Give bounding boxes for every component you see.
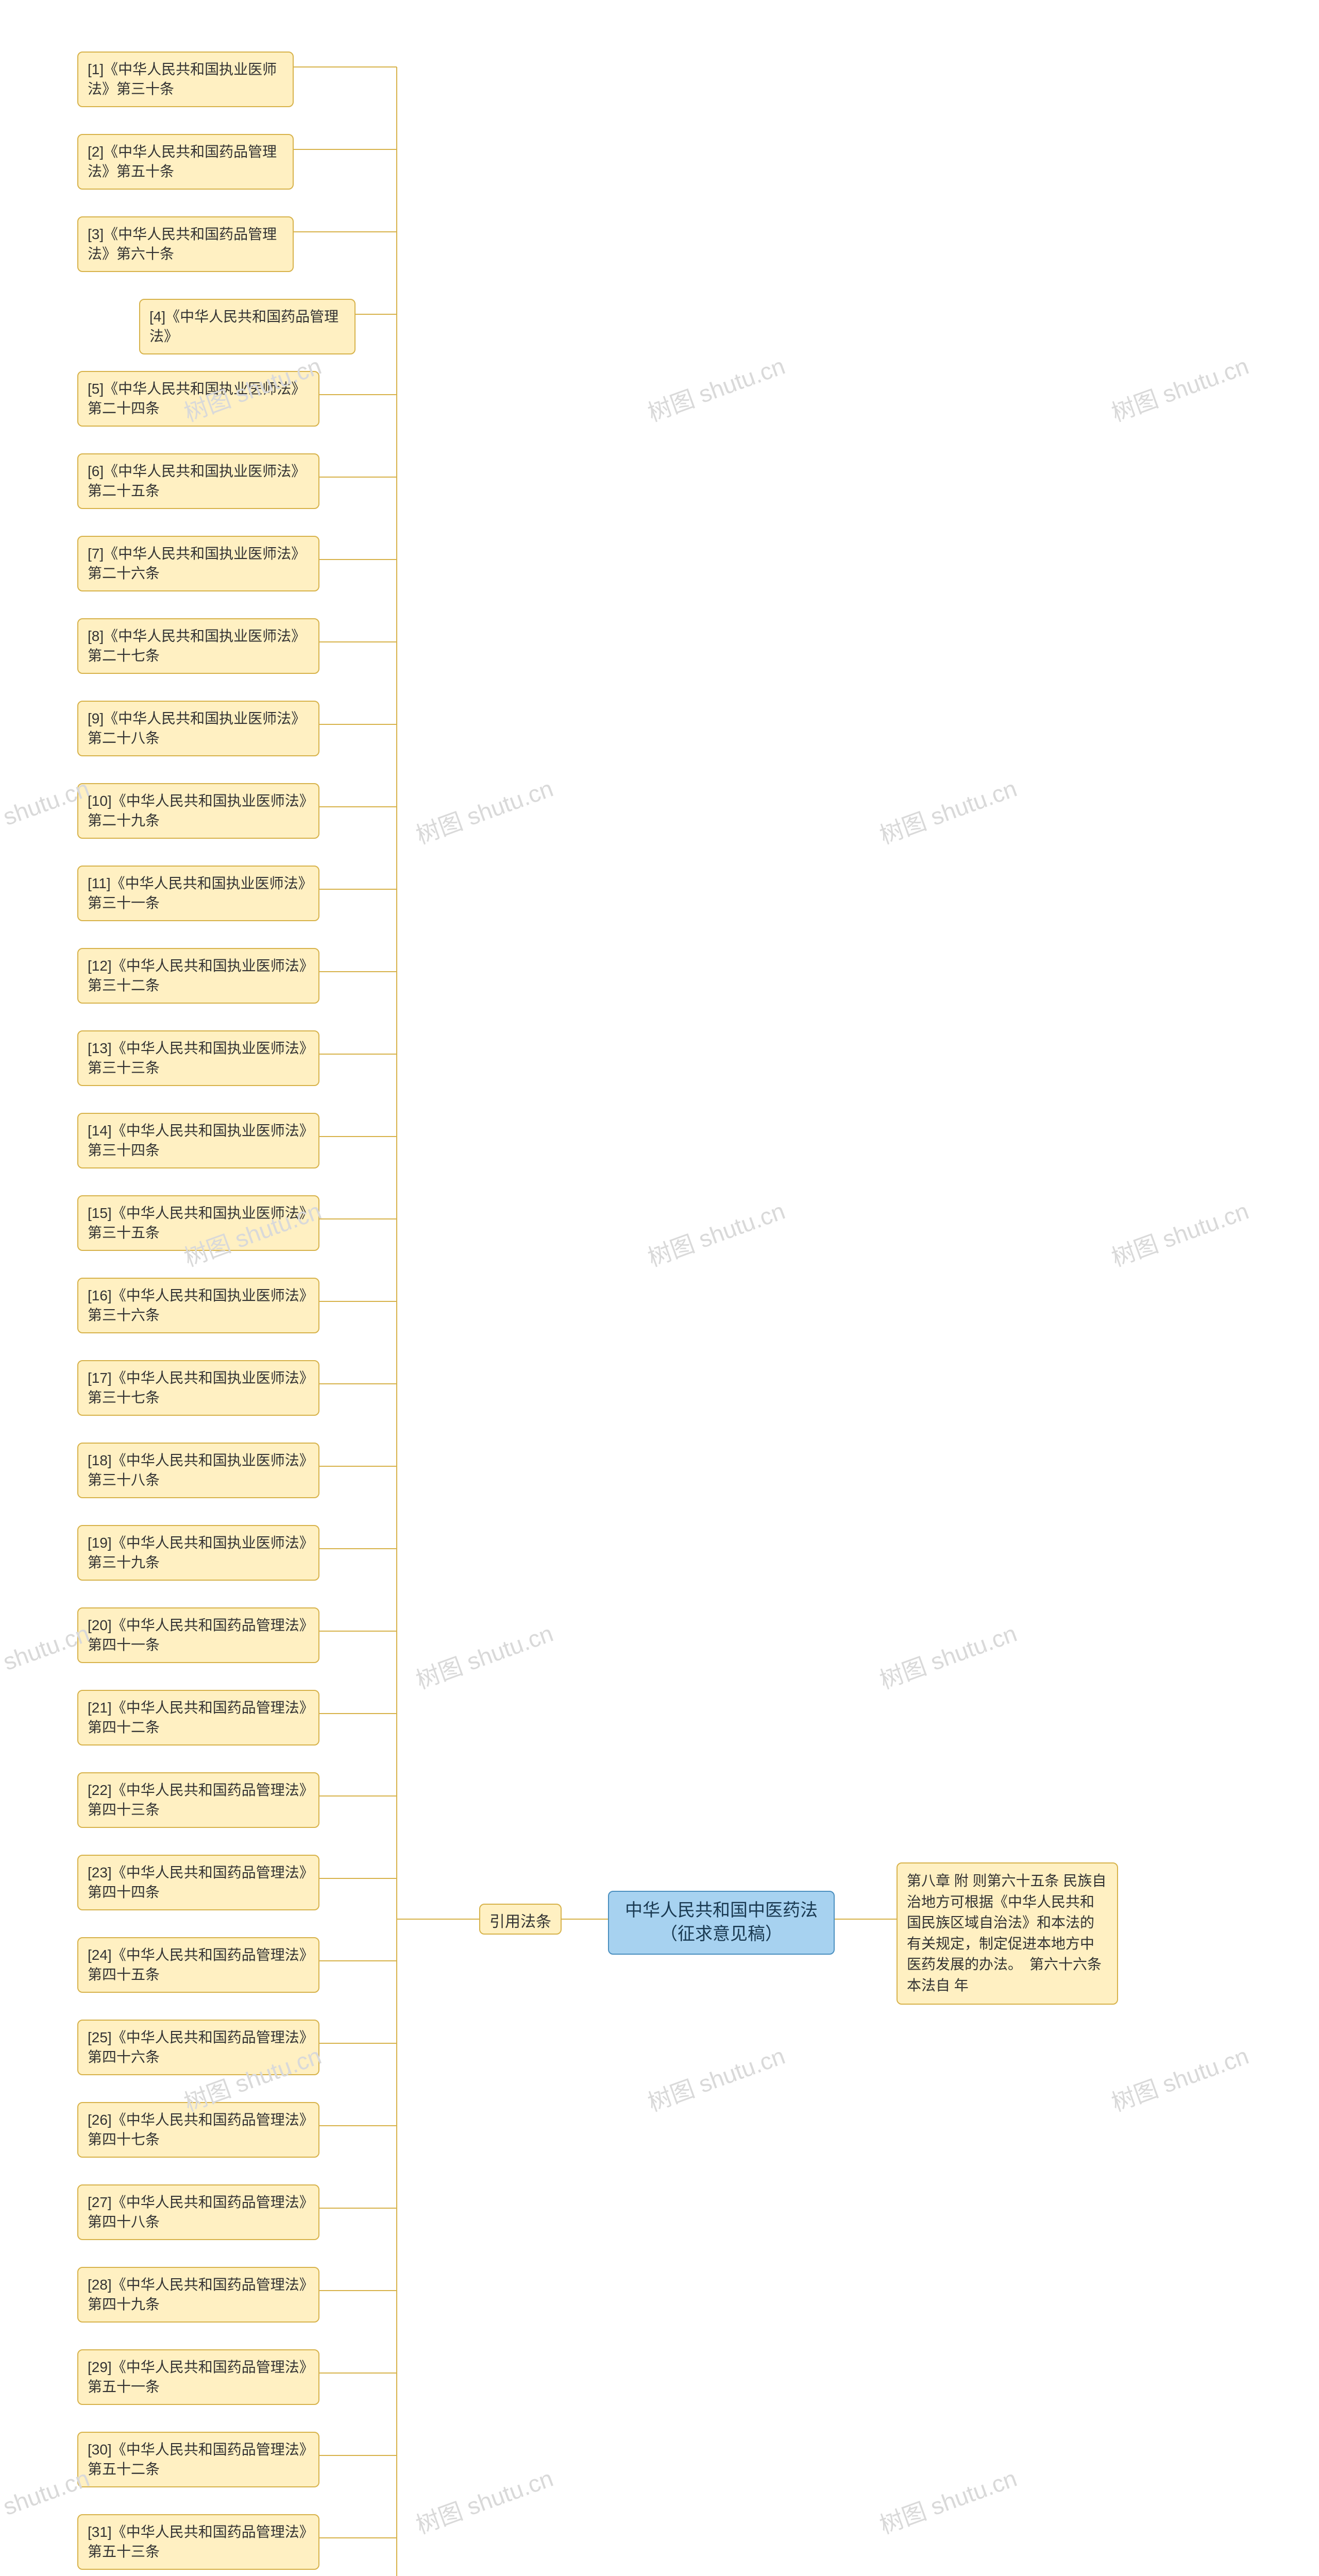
- leaf-label: [6]《中华人民共和国执业医师法》第二十五条: [88, 463, 306, 499]
- leaf-node[interactable]: [26]《中华人民共和国药品管理法》第四十七条: [77, 2102, 319, 2158]
- leaf-node[interactable]: [23]《中华人民共和国药品管理法》第四十四条: [77, 1855, 319, 1910]
- branch-label: 引用法条: [489, 1913, 551, 1930]
- leaf-label: [27]《中华人民共和国药品管理法》第四十八条: [88, 2194, 307, 2230]
- leaf-node[interactable]: [8]《中华人民共和国执业医师法》第二十七条: [77, 618, 319, 674]
- leaf-node[interactable]: [30]《中华人民共和国药品管理法》第五十二条: [77, 2432, 319, 2487]
- leaf-node[interactable]: [9]《中华人民共和国执业医师法》第二十八条: [77, 701, 319, 756]
- leaf-label: [8]《中华人民共和国执业医师法》第二十七条: [88, 628, 306, 664]
- root-right-child-label: 第八章 附 则第六十五条 民族自治地方可根据《中华人民共和国民族区域自治法》和本…: [907, 1873, 1106, 1993]
- root-right-child-node[interactable]: 第八章 附 则第六十五条 民族自治地方可根据《中华人民共和国民族区域自治法》和本…: [897, 1862, 1118, 2005]
- leaf-node[interactable]: [11]《中华人民共和国执业医师法》第三十一条: [77, 866, 319, 921]
- leaf-label: [15]《中华人民共和国执业医师法》第三十五条: [88, 1205, 307, 1241]
- leaf-label: [20]《中华人民共和国药品管理法》第四十一条: [88, 1617, 307, 1653]
- leaf-node[interactable]: [18]《中华人民共和国执业医师法》第三十八条: [77, 1443, 319, 1498]
- leaf-label: [17]《中华人民共和国执业医师法》第三十七条: [88, 1370, 307, 1405]
- leaf-label: [26]《中华人民共和国药品管理法》第四十七条: [88, 2112, 307, 2147]
- leaf-node[interactable]: [27]《中华人民共和国药品管理法》第四十八条: [77, 2184, 319, 2240]
- leaf-label: [12]《中华人民共和国执业医师法》第三十二条: [88, 958, 307, 993]
- leaf-node[interactable]: [7]《中华人民共和国执业医师法》第二十六条: [77, 536, 319, 591]
- leaf-label: [22]《中华人民共和国药品管理法》第四十三条: [88, 1782, 307, 1818]
- leaf-label: [30]《中华人民共和国药品管理法》第五十二条: [88, 2442, 307, 2477]
- leaf-node[interactable]: [2]《中华人民共和国药品管理法》第五十条: [77, 134, 294, 190]
- leaf-label: [23]《中华人民共和国药品管理法》第四十四条: [88, 1865, 307, 1900]
- leaf-node[interactable]: [1]《中华人民共和国执业医师法》第三十条: [77, 52, 294, 107]
- leaf-node[interactable]: [31]《中华人民共和国药品管理法》第五十三条: [77, 2514, 319, 2570]
- leaf-node[interactable]: [29]《中华人民共和国药品管理法》第五十一条: [77, 2349, 319, 2405]
- leaf-node[interactable]: [13]《中华人民共和国执业医师法》第三十三条: [77, 1030, 319, 1086]
- leaf-label: [10]《中华人民共和国执业医师法》第二十九条: [88, 793, 307, 828]
- leaf-label: [1]《中华人民共和国执业医师法》第三十条: [88, 61, 277, 97]
- leaf-node[interactable]: [16]《中华人民共和国执业医师法》第三十六条: [77, 1278, 319, 1333]
- leaf-node[interactable]: [28]《中华人民共和国药品管理法》第四十九条: [77, 2267, 319, 2323]
- leaf-node[interactable]: [21]《中华人民共和国药品管理法》第四十二条: [77, 1690, 319, 1745]
- leaf-node[interactable]: [10]《中华人民共和国执业医师法》第二十九条: [77, 783, 319, 839]
- leaf-label: [7]《中华人民共和国执业医师法》第二十六条: [88, 546, 306, 581]
- leaf-label: [13]《中华人民共和国执业医师法》第三十三条: [88, 1040, 307, 1076]
- root-label: 中华人民共和国中医药法（征求意见稿）: [625, 1901, 818, 1944]
- mindmap-canvas: 树图 shutu.cn树图 shutu.cn树图 shutu.cn树图 shut…: [0, 0, 1319, 2576]
- leaf-label: [31]《中华人民共和国药品管理法》第五十三条: [88, 2524, 307, 2560]
- leaf-label: [3]《中华人民共和国药品管理法》第六十条: [88, 226, 277, 262]
- leaf-node[interactable]: [5]《中华人民共和国执业医师法》第二十四条: [77, 371, 319, 427]
- leaf-node[interactable]: [6]《中华人民共和国执业医师法》第二十五条: [77, 453, 319, 509]
- leaf-node[interactable]: [3]《中华人民共和国药品管理法》第六十条: [77, 216, 294, 272]
- leaf-node[interactable]: [22]《中华人民共和国药品管理法》第四十三条: [77, 1772, 319, 1828]
- leaf-label: [5]《中华人民共和国执业医师法》第二十四条: [88, 381, 306, 416]
- leaf-label: [29]《中华人民共和国药品管理法》第五十一条: [88, 2359, 307, 2395]
- leaf-label: [21]《中华人民共和国药品管理法》第四十二条: [88, 1700, 307, 1735]
- leaf-node[interactable]: [12]《中华人民共和国执业医师法》第三十二条: [77, 948, 319, 1004]
- leaf-node[interactable]: [20]《中华人民共和国药品管理法》第四十一条: [77, 1607, 319, 1663]
- leaf-label: [9]《中华人民共和国执业医师法》第二十八条: [88, 710, 306, 746]
- leaf-node[interactable]: [24]《中华人民共和国药品管理法》第四十五条: [77, 1937, 319, 1993]
- leaf-label: [18]《中华人民共和国执业医师法》第三十八条: [88, 1452, 307, 1488]
- leaf-label: [24]《中华人民共和国药品管理法》第四十五条: [88, 1947, 307, 1982]
- branch-node-citations[interactable]: 引用法条: [479, 1904, 562, 1935]
- leaf-node[interactable]: [15]《中华人民共和国执业医师法》第三十五条: [77, 1195, 319, 1251]
- leaf-label: [28]《中华人民共和国药品管理法》第四十九条: [88, 2277, 307, 2312]
- leaf-label: [4]《中华人民共和国药品管理法》: [149, 309, 339, 344]
- leaf-node[interactable]: [19]《中华人民共和国执业医师法》第三十九条: [77, 1525, 319, 1581]
- leaf-node[interactable]: [25]《中华人民共和国药品管理法》第四十六条: [77, 2020, 319, 2075]
- leaf-label: [2]《中华人民共和国药品管理法》第五十条: [88, 144, 277, 179]
- leaf-node[interactable]: [4]《中华人民共和国药品管理法》: [139, 299, 356, 354]
- leaf-label: [25]《中华人民共和国药品管理法》第四十六条: [88, 2029, 307, 2065]
- leaf-label: [11]《中华人民共和国执业医师法》第三十一条: [88, 875, 306, 911]
- leaf-node[interactable]: [14]《中华人民共和国执业医师法》第三十四条: [77, 1113, 319, 1168]
- leaf-label: [16]《中华人民共和国执业医师法》第三十六条: [88, 1287, 307, 1323]
- root-node[interactable]: 中华人民共和国中医药法（征求意见稿）: [608, 1891, 835, 1955]
- leaf-node[interactable]: [17]《中华人民共和国执业医师法》第三十七条: [77, 1360, 319, 1416]
- leaf-label: [14]《中华人民共和国执业医师法》第三十四条: [88, 1123, 307, 1158]
- leaf-label: [19]《中华人民共和国执业医师法》第三十九条: [88, 1535, 307, 1570]
